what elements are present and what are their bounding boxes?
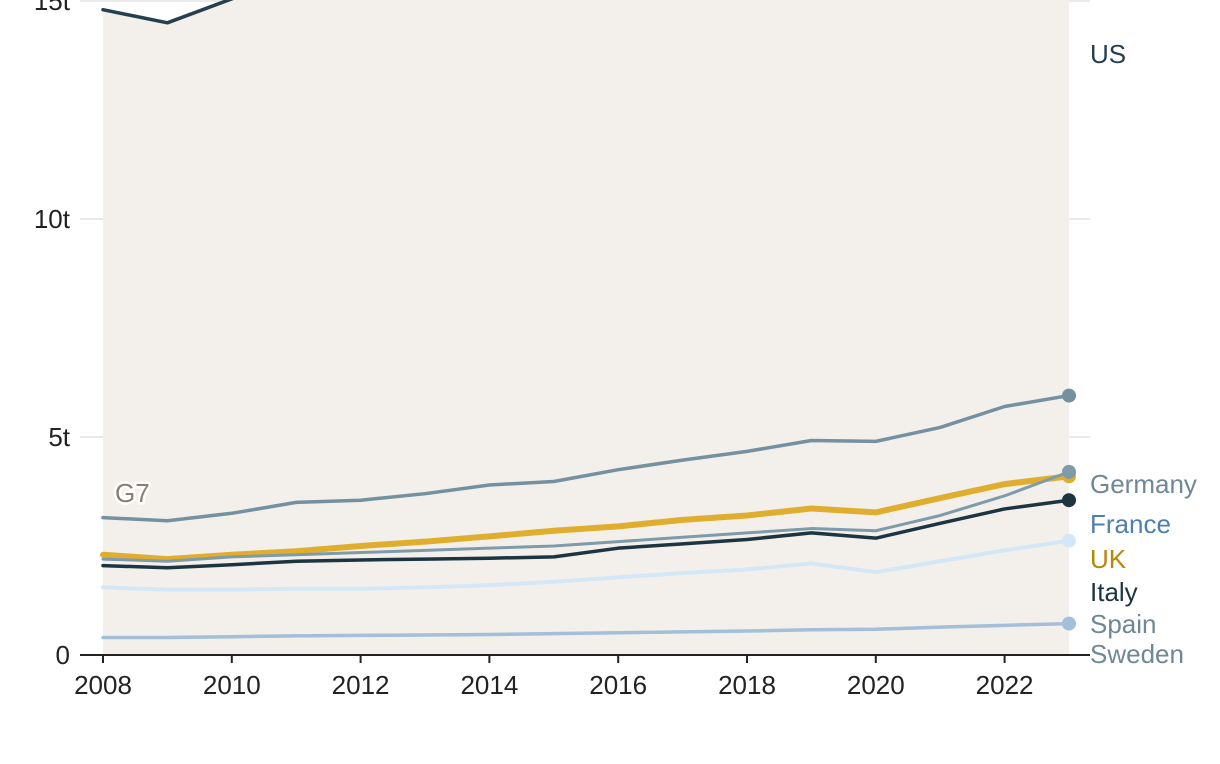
series-line-uk <box>100 473 1072 563</box>
y-tick-label: 0 <box>56 640 70 670</box>
series-end-dot-italy <box>1062 493 1076 508</box>
series-end-dot-france <box>1062 464 1076 479</box>
series-end-dot-germany <box>1062 388 1076 403</box>
x-tick-label: 2014 <box>460 670 518 700</box>
series-label-italy: Italy <box>1090 577 1138 607</box>
series-line-germany <box>101 393 1071 523</box>
series-line-spain <box>101 538 1071 592</box>
y-tick-label: 10t <box>34 204 71 234</box>
series-label-uk: UK <box>1090 544 1127 574</box>
series-label-spain: Spain <box>1090 609 1157 639</box>
g7-area-layer: G7 <box>103 0 1069 655</box>
x-tick-label: 2012 <box>332 670 390 700</box>
x-tick-label: 2008 <box>74 670 132 700</box>
series-end-dot-spain <box>1062 533 1076 548</box>
series-line-italy <box>101 498 1071 570</box>
series-label-germany: Germany <box>1090 469 1197 499</box>
x-tick-label: 2018 <box>718 670 776 700</box>
g7-area-label: G7 <box>115 478 150 508</box>
series-label-sweden: Sweden <box>1090 639 1184 669</box>
series-lines <box>100 0 1076 640</box>
y-tick-label: 5t <box>48 422 70 452</box>
y-tick-label: 15t <box>34 0 71 16</box>
x-tick-label: 2010 <box>203 670 261 700</box>
series-line-sweden <box>101 621 1071 640</box>
x-tick-label: 2022 <box>976 670 1034 700</box>
g7-area <box>103 0 1069 655</box>
axes: 05t10t15t20t$25t200820102012201420162018… <box>34 0 1090 700</box>
x-tick-label: 2020 <box>847 670 905 700</box>
series-label-us: US <box>1090 39 1126 69</box>
series-end-dot-sweden <box>1062 616 1076 631</box>
series-line-france <box>101 470 1071 563</box>
series-label-france: France <box>1090 509 1171 539</box>
x-tick-label: 2016 <box>589 670 647 700</box>
